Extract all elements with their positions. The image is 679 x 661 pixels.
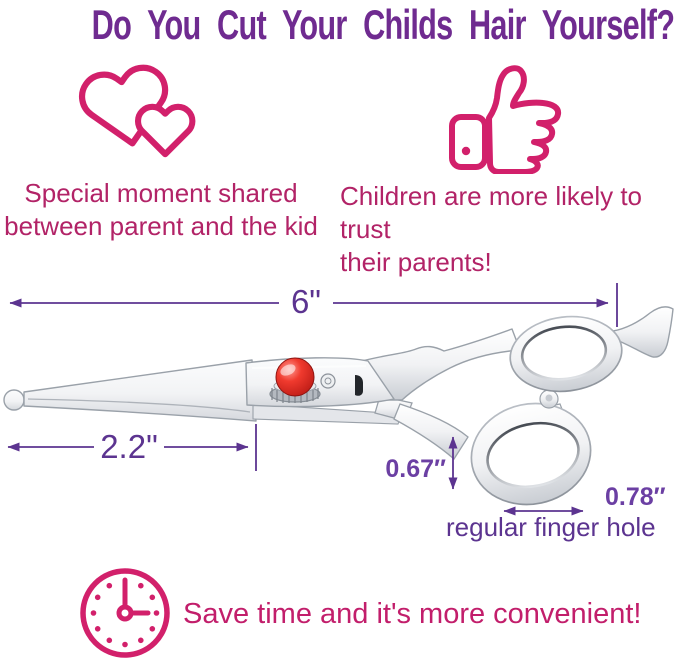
lower-ring-neck (535, 403, 571, 437)
bumper (539, 389, 559, 409)
headline: Do You Cut Your Childs Hair Yourself? (91, 1, 675, 48)
thumb-ring-hole (520, 325, 608, 381)
blade-seam (27, 398, 251, 413)
lower-shank (393, 403, 469, 460)
block-notch (355, 375, 363, 396)
feature-text-trust: Children are more likely to trust their … (340, 180, 676, 279)
screw-knurl-ridges (271, 388, 319, 403)
thumbs-up-cuff-dot (461, 146, 471, 156)
thumb-ring-outer (509, 315, 623, 393)
dimension-label-hole-height: 0.67″ (385, 455, 446, 483)
feature-line: Special moment shared (24, 178, 298, 208)
blade (23, 359, 257, 422)
dimension-label-hole-width: 0.78″ (605, 483, 666, 511)
screw-highlight (280, 364, 296, 376)
finger-ring-hole (486, 421, 580, 489)
blade-safety-tip (3, 389, 25, 411)
dimension-label-blade-length: 2.2" (94, 430, 164, 464)
lower-bolster (374, 395, 413, 422)
feature-text-hearts: Special moment shared between parent and… (0, 177, 322, 243)
clock-hour-dots (90, 582, 160, 648)
dimension-label-total-length: 6" (279, 285, 333, 319)
thumbs-up-icon (449, 65, 562, 174)
small-heart-shape (134, 103, 196, 158)
screw-collar (273, 379, 317, 393)
feature-line: between parent and the kid (4, 211, 318, 241)
pivot-block (245, 357, 395, 408)
thumbs-up-cuff (449, 114, 488, 170)
upper-shank (357, 328, 521, 401)
finger-ring-outer (470, 402, 592, 506)
clock-hub (116, 604, 134, 622)
feature-line: their parents! (340, 247, 492, 277)
brand-stamp-inner (324, 377, 332, 385)
finger-rest-horn (611, 306, 674, 358)
finger-hole-caption: regular finger hole (446, 512, 656, 542)
bumper-center (545, 394, 553, 402)
thumbs-up-hand (486, 65, 562, 174)
under-blade (252, 403, 403, 425)
pivot-block-highlight (251, 365, 367, 369)
brand-stamp (320, 373, 336, 389)
screw-knurl (269, 385, 321, 403)
screw-dome (275, 357, 315, 397)
clock-icon (80, 568, 170, 658)
clock-face (80, 568, 170, 658)
feature-line: Children are more likely to trust (340, 181, 643, 244)
footer-text: Save time and it's more convenient! (183, 598, 642, 630)
hearts-icon (79, 64, 196, 158)
